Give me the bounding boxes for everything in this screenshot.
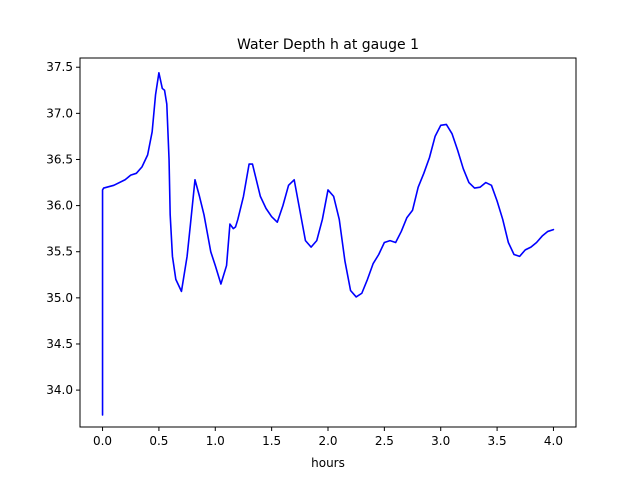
- y-tick-label: 37.0: [46, 106, 73, 120]
- x-tick-label: 3.5: [488, 434, 507, 448]
- x-tick-label: 3.0: [431, 434, 450, 448]
- y-axis-ticks: 34.0 34.5 35.0 35.5 36.0 36.5 37.0 37.5: [46, 60, 80, 397]
- y-tick-label: 35.0: [46, 291, 73, 305]
- x-tick-label: 2.5: [375, 434, 394, 448]
- series-line: [101, 71, 555, 416]
- x-tick-label: 4.0: [544, 434, 563, 448]
- x-tick-label: 0.5: [149, 434, 168, 448]
- x-tick-label: 2.0: [318, 434, 337, 448]
- x-tick-label: 1.5: [262, 434, 281, 448]
- y-tick-label: 34.0: [46, 383, 73, 397]
- x-axis-label: hours: [311, 456, 345, 470]
- y-tick-label: 35.5: [46, 245, 73, 259]
- y-tick-label: 36.5: [46, 152, 73, 166]
- x-axis-ticks: 0.0 0.5 1.0 1.5 2.0 2.5 3.0 3.5 4.0: [93, 427, 563, 448]
- y-tick-label: 36.0: [46, 199, 73, 213]
- x-tick-label: 0.0: [93, 434, 112, 448]
- x-tick-label: 1.0: [206, 434, 225, 448]
- y-tick-label: 34.5: [46, 337, 73, 351]
- y-tick-label: 37.5: [46, 60, 73, 74]
- series-layer: [101, 71, 555, 416]
- chart-title: Water Depth h at gauge 1: [237, 37, 419, 53]
